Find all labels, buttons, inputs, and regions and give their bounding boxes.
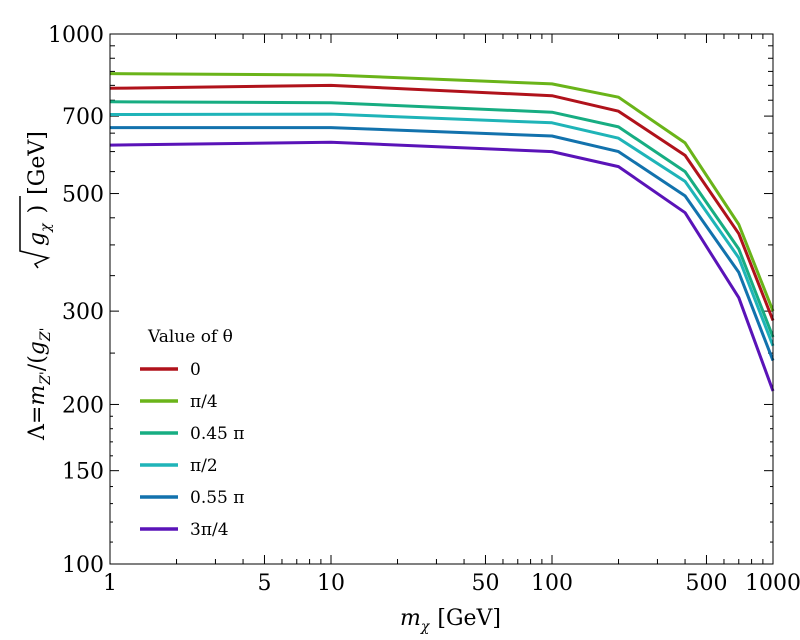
legend-title: Value of θ bbox=[147, 327, 233, 347]
y-tick-label: 150 bbox=[62, 460, 104, 485]
y-tick-label: 300 bbox=[62, 300, 104, 325]
x-axis-label: mχ [GeV] bbox=[400, 606, 501, 635]
radical-sign bbox=[19, 196, 51, 269]
x-tick-label: 1 bbox=[103, 571, 117, 596]
legend-items: 0 π/4 0.45 π π/2 0.55 π 3π/4 bbox=[140, 360, 244, 540]
y-tick-label: 700 bbox=[62, 105, 104, 130]
tick-labels-layer: 1 5 10 50 100 500 1000 100 150 200 300 500 700 1000 bbox=[48, 23, 800, 596]
series-line-5 bbox=[110, 126, 775, 362]
svg-text:gχ)[GeV]: gχ)[GeV] bbox=[25, 131, 54, 246]
svg-text:Λ=mZ'/(gZ': Λ=mZ'/(gZ' bbox=[25, 328, 54, 441]
x-tick-label: 50 bbox=[471, 571, 499, 596]
legend-label: 0.55 π bbox=[190, 488, 244, 508]
series-line-3 bbox=[109, 100, 775, 338]
x-tick-label: 500 bbox=[685, 571, 727, 596]
legend: Value of θ 0 π/4 0.45 π π/2 0.55 π 3π/4 bbox=[140, 327, 244, 540]
series-layer bbox=[109, 72, 775, 392]
y-tick-label: 100 bbox=[62, 553, 104, 578]
series-line-4 bbox=[109, 112, 775, 347]
series-line-2 bbox=[109, 72, 775, 312]
x-tick-label: 1000 bbox=[745, 571, 800, 596]
y-axis-label: Λ=mZ'/(gZ' gχ)[GeV] bbox=[19, 131, 54, 441]
legend-label: π/2 bbox=[190, 456, 218, 476]
legend-label: π/4 bbox=[190, 392, 218, 412]
legend-label: 3π/4 bbox=[190, 520, 229, 540]
plot-frame bbox=[109, 33, 774, 565]
series-line-1 bbox=[109, 83, 775, 322]
legend-label: 0.45 π bbox=[190, 424, 244, 444]
legend-label: 0 bbox=[190, 360, 201, 380]
y-tick-label: 200 bbox=[62, 393, 104, 418]
x-tick-label: 10 bbox=[317, 571, 345, 596]
series-line-6 bbox=[109, 140, 775, 392]
ticks-layer bbox=[109, 33, 774, 565]
y-tick-label: 500 bbox=[62, 183, 104, 208]
x-tick-label: 5 bbox=[257, 571, 271, 596]
y-tick-label: 1000 bbox=[48, 23, 104, 48]
x-tick-label: 100 bbox=[531, 571, 573, 596]
